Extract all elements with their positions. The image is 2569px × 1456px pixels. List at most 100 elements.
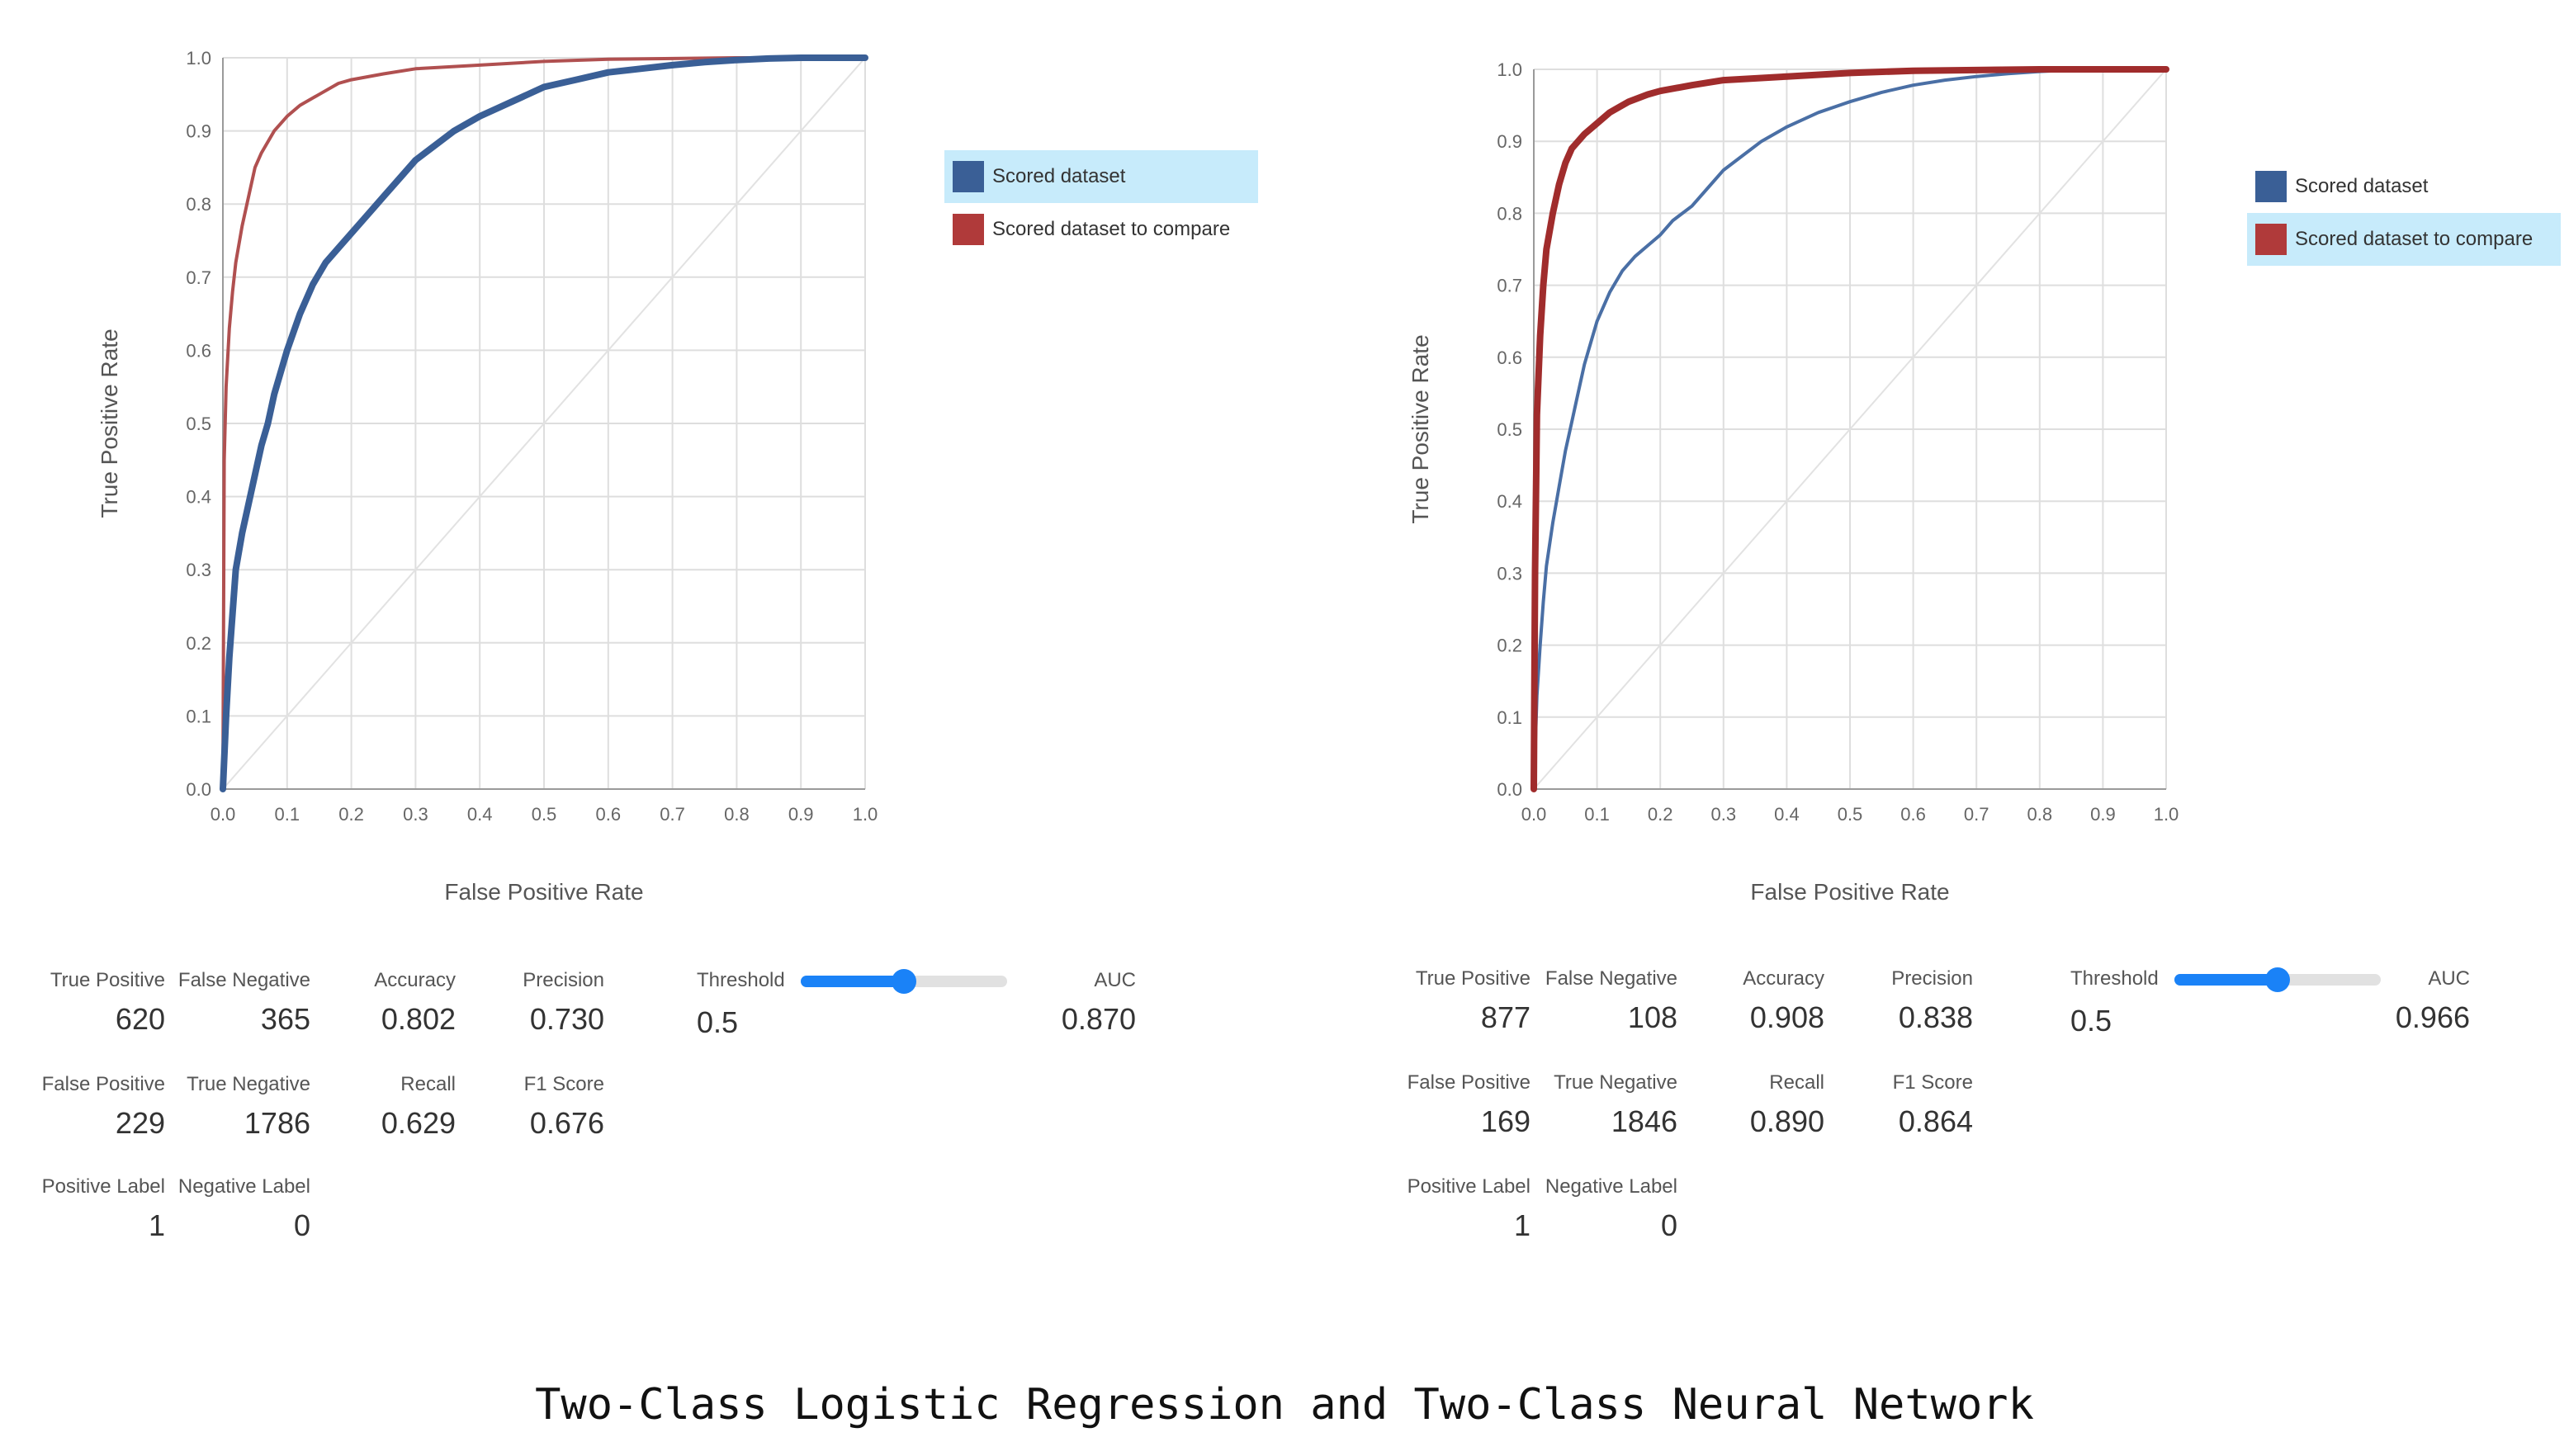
y-tick-label: 0.7 [1497,276,1522,296]
roc-chart-left: 0.0 0.1 0.2 0.3 0.4 0.5 0.6 0.7 0.8 0.9 1.0 0.0 0.1 0… [97,48,878,905]
metric-label: AUC [1094,969,1136,991]
y-tick-label: 0.1 [1497,707,1522,728]
metric-label: Positive Label [41,1175,165,1198]
y-tick-label: 0.9 [1497,131,1522,152]
metric-value: 169 [1480,1104,1531,1138]
legend-label: Scored dataset [2295,175,2429,197]
x-axis-title: False Positive Rate [1750,879,1949,905]
legend-right: Scored dataset Scored dataset to compare [2247,160,2561,266]
threshold-slider-fill [2174,974,2278,986]
metric-false-positive: False Positive 229 [17,1073,165,1141]
x-tick-label: 0.8 [724,804,750,825]
metric-value: 877 [1480,1000,1531,1034]
threshold-value: 0.5 [2070,1004,2112,1038]
x-tick-label: 0.0 [1521,804,1547,825]
metric-value: 0.802 [381,1002,456,1036]
metric-f1-score: F1 Score 0.864 [1824,1071,1973,1139]
threshold-control-left: Threshold 0.5 [697,969,1027,1052]
x-tick-label: 0.5 [1838,804,1863,825]
metric-label: Negative Label [1545,1175,1677,1198]
y-tick-label: 0.0 [186,779,211,800]
threshold-slider[interactable] [2174,967,2381,992]
y-tick-label: 0.2 [1497,636,1522,656]
metric-negative-label: Negative Label 0 [1529,1175,1677,1243]
metric-positive-label: Positive Label 1 [1382,1175,1531,1243]
metric-auc: AUC 0.870 [987,969,1136,1037]
metric-label: Precision [1891,967,1973,990]
metric-label: Accuracy [1743,967,1824,990]
x-axis-title: False Positive Rate [444,879,643,905]
metric-label: True Negative [1554,1071,1677,1094]
roc-panel-left: 0.0 0.1 0.2 0.3 0.4 0.5 0.6 0.7 0.8 0.9 1.0 0.0 0.1 0… [0,0,1284,1337]
roc-panel-right: 0.0 0.1 0.2 0.3 0.4 0.5 0.6 0.7 0.8 0.9 1.0 0.0 0.1 0… [1284,0,2569,1337]
metric-precision: Precision 0.730 [456,969,604,1037]
x-tick-label: 0.8 [2027,804,2053,825]
metric-value: 620 [115,1002,165,1036]
metric-label: Precision [523,969,604,991]
legend-item-scored-dataset-to-compare[interactable]: Scored dataset to compare [2247,213,2561,266]
legend-label: Scored dataset [992,165,1126,187]
x-tick-label: 0.1 [1584,804,1610,825]
y-tick-label: 0.7 [186,267,211,288]
metric-value: 0 [1660,1208,1677,1242]
metric-label: F1 Score [1892,1071,1973,1094]
y-tick-label: 1.0 [186,48,211,69]
metric-value: 1 [1513,1208,1531,1242]
legend-label: Scored dataset to compare [2295,228,2534,250]
y-tick-label: 0.6 [186,340,211,361]
y-tick-label: 0.9 [186,121,211,142]
metric-value: 0.908 [1749,1000,1824,1034]
y-tick-label: 0.6 [1497,347,1522,368]
metric-accuracy: Accuracy 0.802 [307,969,456,1037]
x-tick-label: 0.5 [532,804,557,825]
metric-value: 1846 [1611,1104,1677,1138]
metric-value: 0.870 [1061,1002,1136,1036]
threshold-label: Threshold [2070,967,2159,990]
y-tick-label: 0.8 [186,194,211,215]
metric-recall: Recall 0.890 [1676,1071,1824,1139]
metric-label: False Positive [1407,1071,1531,1094]
x-tick-label: 0.1 [275,804,300,825]
x-tick-label: 0.7 [1964,804,1989,825]
x-tick-label: 0.6 [1900,804,1926,825]
x-tick-label: 0.2 [338,804,364,825]
metric-value: 0.629 [381,1106,456,1140]
x-tick-label: 0.9 [2090,804,2116,825]
legend-item-scored-dataset[interactable]: Scored dataset [944,150,1258,203]
threshold-slider-thumb[interactable] [892,969,916,994]
threshold-slider-thumb[interactable] [2265,967,2290,992]
metric-auc: AUC 0.966 [2321,967,2470,1035]
metric-true-negative: True Negative 1846 [1529,1071,1677,1139]
y-tick-label: 0.1 [186,706,211,726]
y-axis-title: True Positive Rate [1408,334,1433,523]
metric-label: Negative Label [177,1175,310,1198]
metric-label: Positive Label [1407,1175,1531,1198]
y-tick-label: 0.4 [1497,491,1522,512]
metric-value: 1786 [244,1106,310,1140]
metric-value: 0.966 [2395,1000,2470,1034]
metric-label: False Negative [1545,967,1677,990]
metric-label: False Positive [41,1073,165,1095]
x-tick-label: 0.0 [211,804,236,825]
roc-curve-scored-dataset-to-compare [221,56,867,791]
metric-positive-label: Positive Label 1 [17,1175,165,1243]
legend-label: Scored dataset to compare [992,218,1231,240]
metric-false-negative: False Negative 365 [162,969,310,1037]
legend-swatch [2255,171,2287,202]
y-tick-label: 0.2 [186,633,211,654]
x-tick-label: 0.7 [660,804,685,825]
threshold-slider[interactable] [801,969,1007,994]
x-tick-label: 0.4 [467,804,493,825]
roc-curve-scored-dataset [220,54,868,792]
legend-item-scored-dataset-to-compare[interactable]: Scored dataset to compare [944,203,1258,256]
metric-true-negative: True Negative 1786 [162,1073,310,1141]
y-tick-label: 0.8 [1497,203,1522,224]
metric-label: Accuracy [374,969,456,991]
y-axis-title: True Positive Rate [97,329,122,518]
legend-swatch [953,161,984,192]
figure-caption: Two-Class Logistic Regression and Two-Cl… [535,1380,2034,1430]
legend-item-scored-dataset[interactable]: Scored dataset [2247,160,2561,213]
metric-f1-score: F1 Score 0.676 [456,1073,604,1141]
metric-precision: Precision 0.838 [1824,967,1973,1035]
y-tick-label: 0.3 [186,560,211,580]
